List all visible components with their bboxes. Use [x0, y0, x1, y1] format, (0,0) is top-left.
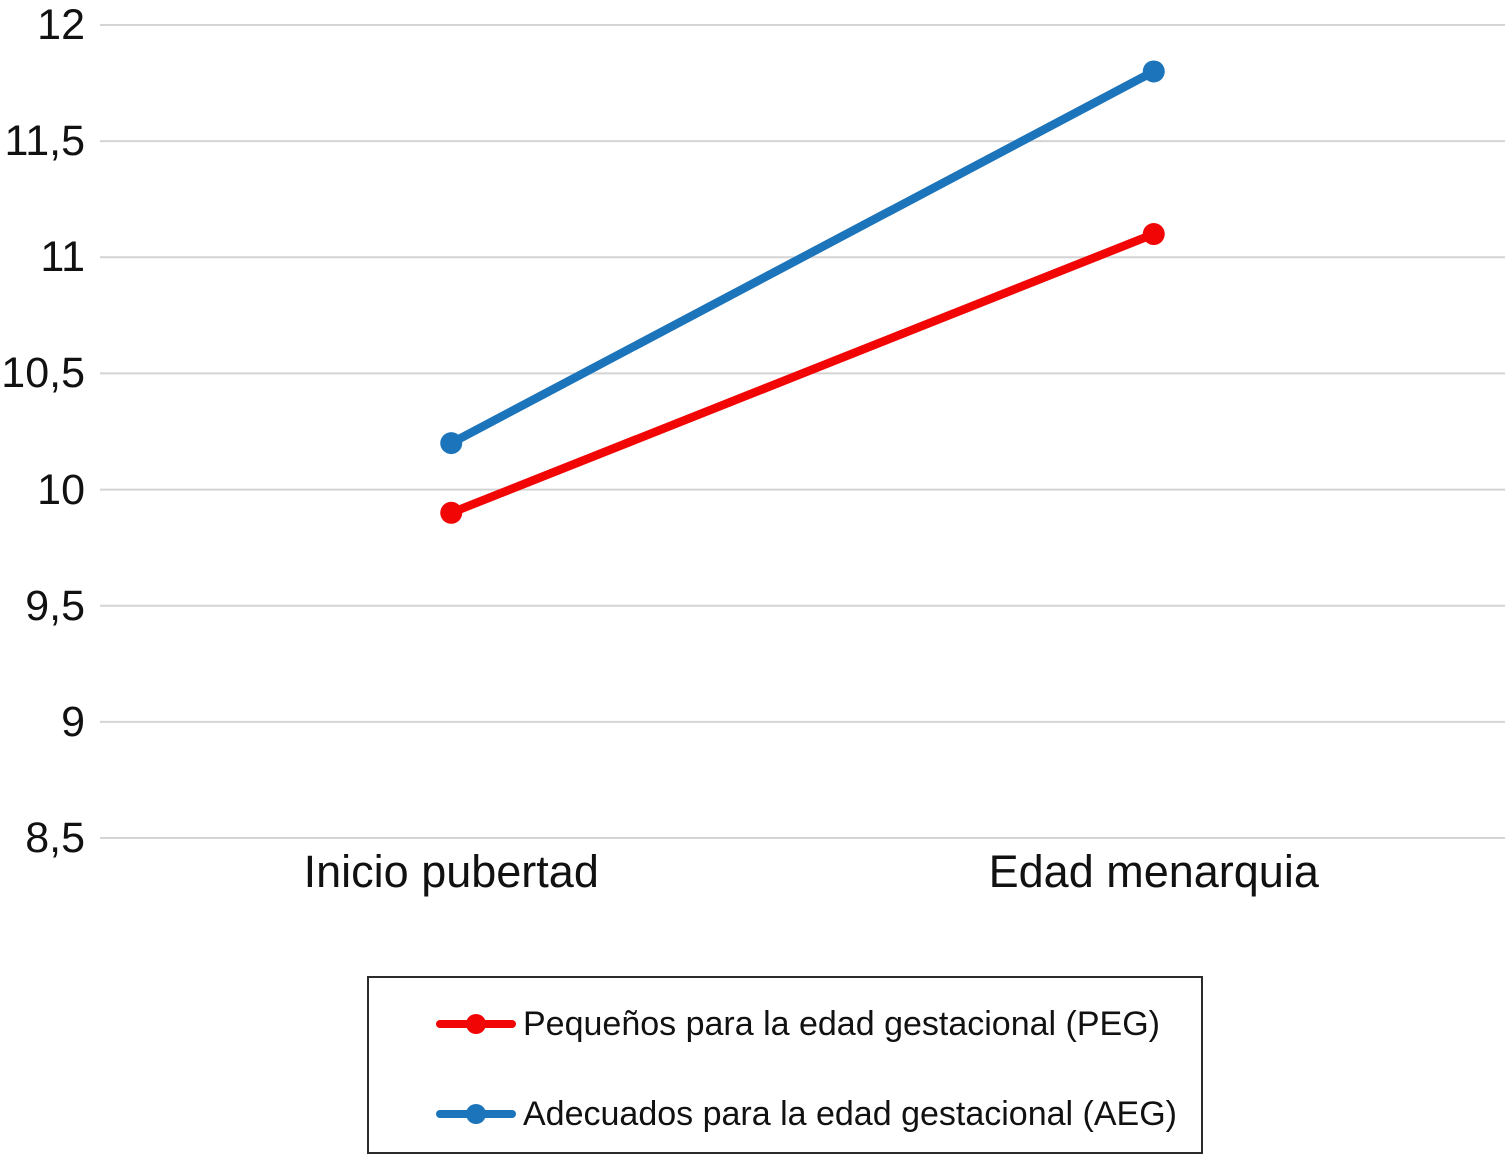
- legend: Pequeños para la edad gestacional (PEG) …: [367, 976, 1203, 1154]
- y-axis-tick-label: 10,5: [1, 349, 85, 398]
- y-axis-tick-label: 11: [40, 233, 85, 282]
- data-point: [440, 501, 463, 524]
- y-axis-tick-label: 9: [61, 697, 85, 746]
- legend-label-peg: Pequeños para la edad gestacional (PEG): [523, 1005, 1160, 1043]
- y-axis-tick-label: 11,5: [4, 117, 86, 166]
- x-axis-label-edad-menarquia: Edad menarquia: [988, 846, 1319, 897]
- series-line-aeg: [447, 67, 1158, 448]
- y-axis-tick-label: 10: [37, 465, 85, 514]
- y-axis-tick-label: 12: [37, 1, 85, 49]
- aeg-line-marker-icon: [436, 1104, 516, 1124]
- legend-item-peg: Pequeños para la edad gestacional (PEG): [435, 1000, 1160, 1048]
- data-point: [1142, 60, 1165, 83]
- data-point: [440, 432, 463, 455]
- y-axis-tick-label: 9,5: [25, 581, 85, 630]
- legend-label-aeg: Adecuados para la edad gestacional (AEG): [523, 1095, 1177, 1133]
- y-axis-tick-label: 8,5: [25, 814, 85, 862]
- peg-line-marker-icon: [436, 1014, 516, 1034]
- data-point: [1142, 223, 1165, 246]
- series-line-peg: [447, 229, 1158, 518]
- x-axis-label-inicio-pubertad: Inicio pubertad: [303, 846, 599, 897]
- legend-item-aeg: Adecuados para la edad gestacional (AEG): [435, 1090, 1177, 1138]
